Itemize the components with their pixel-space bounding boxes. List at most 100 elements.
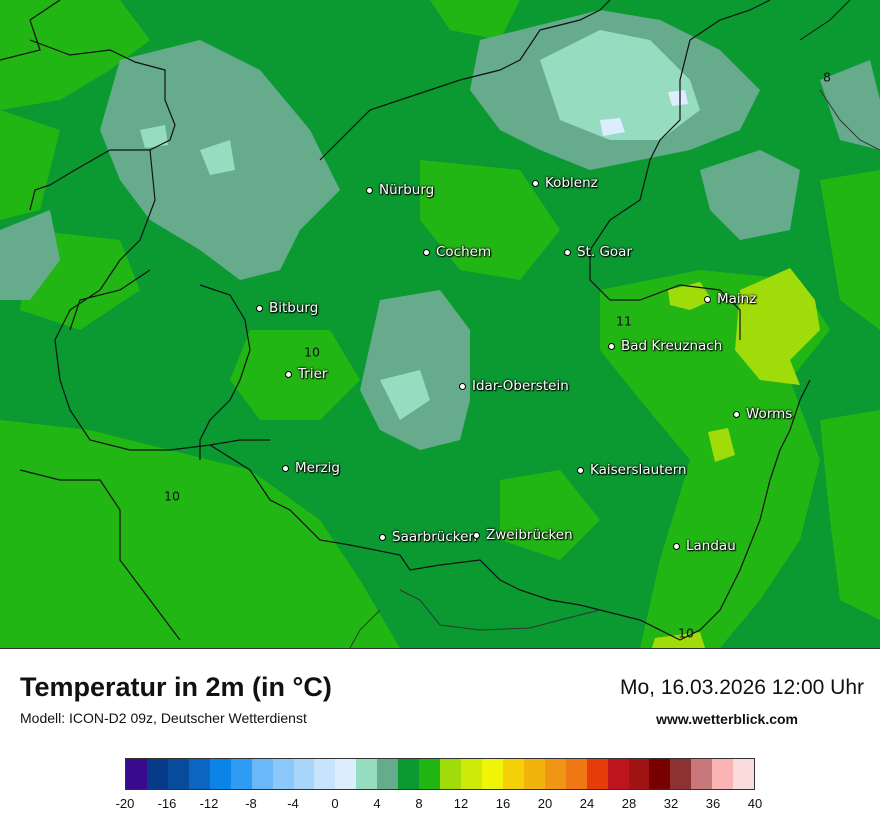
legend-color-segment xyxy=(481,759,503,789)
legend-tick-label: 32 xyxy=(663,796,679,811)
city-nuerburg: Nürburg xyxy=(366,182,434,198)
city-saarbruecken: Saarbrücken xyxy=(379,529,477,545)
legend-color-segment xyxy=(167,759,189,789)
city-label: Cochem xyxy=(436,244,492,260)
legend-color-segment xyxy=(146,759,168,789)
city-dot xyxy=(608,342,615,350)
isoline-label: 10 xyxy=(678,625,694,641)
city-dot xyxy=(366,186,373,194)
isoline-label: 10 xyxy=(304,344,320,360)
legend-color-segment xyxy=(126,759,147,789)
city-merzig: Merzig xyxy=(282,460,340,476)
legend-tick-label: 0 xyxy=(331,796,339,811)
legend-tick-label: 20 xyxy=(537,796,553,811)
legend-color-segment xyxy=(733,759,755,789)
city-label: Bitburg xyxy=(269,300,319,316)
legend-color-segment xyxy=(293,759,315,789)
city-label: Idar-Oberstein xyxy=(472,378,569,394)
city-label: Landau xyxy=(686,538,736,554)
legend-color-segment xyxy=(356,759,378,789)
city-label: St. Goar xyxy=(577,244,632,260)
legend-color-segment xyxy=(461,759,482,789)
legend-color-segment xyxy=(649,759,671,789)
city-dot xyxy=(532,179,539,187)
legend-color-segment xyxy=(586,759,608,789)
city-dot xyxy=(459,382,466,390)
city-bitburg: Bitburg xyxy=(256,300,318,316)
city-label: Merzig xyxy=(295,460,340,476)
city-label: Worms xyxy=(746,406,793,422)
city-label: Koblenz xyxy=(545,175,598,191)
legend-color-segment xyxy=(209,759,231,789)
isoline-label: 10 xyxy=(164,488,180,504)
legend-color-segment xyxy=(398,759,420,789)
city-label: Bad Kreuznach xyxy=(621,338,723,354)
city-label: Trier xyxy=(298,366,328,382)
city-trier: Trier xyxy=(285,366,327,382)
city-dot xyxy=(564,248,571,256)
site-url: www.wetterblick.com xyxy=(656,711,798,727)
city-label: Saarbrücken xyxy=(392,529,477,545)
city-st-goar: St. Goar xyxy=(564,244,632,260)
city-dot xyxy=(423,248,430,256)
isoline-label: 11 xyxy=(616,313,632,329)
legend-tick-label: 8 xyxy=(415,796,423,811)
color-legend-ticks: -20 -16 -12 -8 -4 0 4 8 12 16 20 24 28 32 36 40 xyxy=(116,796,763,812)
legend-color-segment xyxy=(607,759,629,789)
map-canvas xyxy=(0,0,880,648)
city-koblenz: Koblenz xyxy=(532,175,598,191)
city-dot xyxy=(673,542,680,550)
legend-tick-label: 24 xyxy=(579,796,595,811)
legend-color-segment xyxy=(377,759,399,789)
city-label: Zweibrücken xyxy=(486,527,573,543)
legend-tick-label: 12 xyxy=(453,796,469,811)
city-idar-oberstein: Idar-Oberstein xyxy=(459,378,569,394)
legend-color-segment xyxy=(502,759,524,789)
legend-color-segment xyxy=(188,759,210,789)
temperature-map: Nürburg Koblenz Cochem St. Goar Mainz Bi… xyxy=(0,0,880,649)
legend-tick-label: -12 xyxy=(199,796,219,811)
legend-tick-label: 28 xyxy=(621,796,637,811)
legend-color-segment xyxy=(440,759,461,789)
legend-tick-label: 40 xyxy=(747,796,763,811)
legend-tick-label: 36 xyxy=(705,796,721,811)
city-bad-kreuznach: Bad Kreuznach xyxy=(608,338,722,354)
legend-tick-label: -4 xyxy=(287,796,299,811)
legend-color-segment xyxy=(314,759,336,789)
city-kaiserslautern: Kaiserslautern xyxy=(577,462,687,478)
isoline-label: 8 xyxy=(823,69,831,85)
city-label: Nürburg xyxy=(379,182,435,198)
legend-color-segment xyxy=(712,759,734,789)
city-cochem: Cochem xyxy=(423,244,491,260)
city-dot xyxy=(733,410,740,418)
map-title: Temperatur in 2m (in °C) xyxy=(20,672,332,702)
city-zweibruecken: Zweibrücken xyxy=(473,527,573,543)
legend-tick-label: -20 xyxy=(115,796,135,811)
legend-tick-label: -16 xyxy=(157,796,177,811)
legend-tick-label: 16 xyxy=(495,796,511,811)
legend-color-segment xyxy=(419,759,441,789)
legend-color-segment xyxy=(335,759,357,789)
city-dot xyxy=(704,295,711,303)
legend-color-segment xyxy=(565,759,587,789)
city-dot xyxy=(577,466,584,474)
legend-color-segment xyxy=(523,759,545,789)
legend-tick-label: -8 xyxy=(245,796,257,811)
city-dot xyxy=(379,533,386,541)
legend-color-segment xyxy=(670,759,692,789)
legend-color-segment xyxy=(251,759,273,789)
city-landau: Landau xyxy=(673,538,736,554)
city-mainz: Mainz xyxy=(704,291,756,307)
city-label: Mainz xyxy=(717,291,757,307)
legend-color-segment xyxy=(691,759,713,789)
legend-color-segment xyxy=(544,759,566,789)
model-info: Modell: ICON-D2 09z, Deutscher Wetterdie… xyxy=(20,710,307,726)
legend-tick-label: 4 xyxy=(373,796,381,811)
city-dot xyxy=(256,304,263,312)
city-label: Kaiserslautern xyxy=(590,462,687,478)
legend-color-segment xyxy=(272,759,294,789)
city-dot xyxy=(473,531,480,539)
city-dot xyxy=(285,370,292,378)
city-dot xyxy=(282,464,289,472)
forecast-datetime: Mo, 16.03.2026 12:00 Uhr xyxy=(619,676,864,699)
